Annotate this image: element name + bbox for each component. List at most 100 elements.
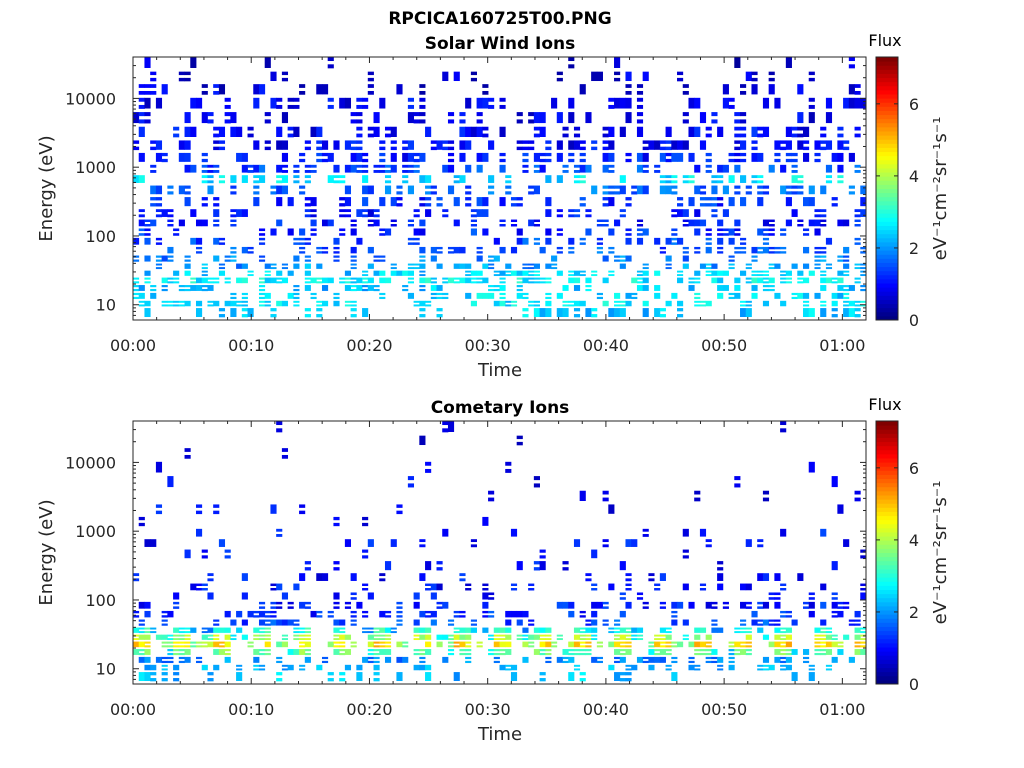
heatmap-cell [270,277,277,284]
heatmap-cell [425,610,432,614]
heatmap-cell [539,164,546,173]
heatmap-cell [362,615,369,618]
heatmap-cell [499,277,506,280]
heatmap-cell [825,277,833,284]
heatmap-cell [436,246,443,250]
heatmap-cell [407,112,415,124]
heatmap-cell [264,634,271,637]
heatmap-cell [207,672,214,676]
heatmap-cell [442,421,449,426]
heatmap-cell [167,649,174,652]
heatmap-cell [413,170,420,173]
heatmap-cell [373,634,380,637]
heatmap-cell [745,583,752,591]
heatmap-cell [533,274,540,277]
heatmap-cell [774,656,781,663]
heatmap-cell [705,300,712,307]
heatmap-cell [184,191,191,195]
heatmap-cell [562,308,569,318]
heatmap-cell [138,601,145,609]
heatmap-cell [276,421,283,426]
heatmap-cell [533,627,540,633]
heatmap-cell [178,285,185,288]
heatmap-cell [791,191,798,195]
heatmap-cell [688,664,695,671]
heatmap-cell [803,300,810,303]
heatmap-cell [694,281,701,284]
heatmap-cell [316,610,323,614]
heatmap-cell [797,175,804,179]
heatmap-cell [333,251,340,254]
heatmap-cell [854,623,861,626]
heatmap-cell [814,638,821,641]
heatmap-cell [230,126,237,137]
heatmap-cell [316,304,323,307]
heatmap-cell [453,277,460,280]
heatmap-cell [379,610,386,618]
heatmap-cell [608,140,615,150]
heatmap-cell [831,300,838,307]
heatmap-cell [293,638,300,641]
heatmap-cell [510,300,518,303]
heatmap-cell [562,567,569,571]
heatmap-cell [362,627,369,630]
heatmap-cell [344,214,352,218]
heatmap-cell [281,164,289,168]
heatmap-cell [831,601,838,609]
heatmap-cell [803,263,810,269]
heatmap-cell [705,233,712,236]
heatmap-cell [447,277,455,284]
heatmap-cell [419,97,426,102]
heatmap-cell [356,277,363,284]
heatmap-cell [350,615,357,618]
heatmap-cell [820,583,827,591]
heatmap-cell [533,237,540,241]
heatmap-cell [665,126,672,137]
heatmap-cell [825,180,833,184]
heatmap-cell [625,634,632,637]
heatmap-cell [321,158,329,163]
heatmap-cell [195,237,203,245]
heatmap-cell [665,634,672,640]
heatmap-cell [717,246,724,250]
heatmap-cell [459,126,466,137]
heatmap-cell [488,175,495,183]
heatmap-cell [539,627,546,633]
heatmap-cell [144,308,151,318]
colorbar-swatch [876,69,898,74]
heatmap-cell [780,649,787,652]
heatmap-cell [745,652,752,656]
heatmap-cell [528,112,535,117]
heatmap-cell [642,164,649,168]
heatmap-cell [556,270,563,276]
heatmap-cell [333,175,340,179]
heatmap-cell [195,528,203,537]
heatmap-cell [155,242,163,245]
heatmap-cell [774,158,781,163]
heatmap-cell [344,300,352,303]
heatmap-cell [774,597,781,600]
heatmap-cell [133,285,140,288]
heatmap-cell [459,649,466,652]
heatmap-cell [281,638,289,641]
heatmap-cell [556,214,563,218]
heatmap-cell [413,214,420,218]
heatmap-cell [682,84,689,88]
heatmap-cell [133,578,140,582]
heatmap-cell [751,619,758,626]
heatmap-cell [264,140,271,144]
heatmap-cell [740,133,747,138]
heatmap-cell [774,263,781,269]
heatmap-cell [407,164,415,168]
heatmap-cell [327,175,334,183]
heatmap-cell [803,140,810,144]
heatmap-cell [258,237,266,241]
colorbar-swatch [876,106,898,111]
heatmap-cell [579,270,586,273]
heatmap-cell [230,251,237,254]
heatmap-cell [636,270,644,273]
heatmap-cell [419,270,426,273]
heatmap-cell [642,656,649,660]
heatmap-cell [757,573,764,581]
heatmap-cell [774,292,781,299]
